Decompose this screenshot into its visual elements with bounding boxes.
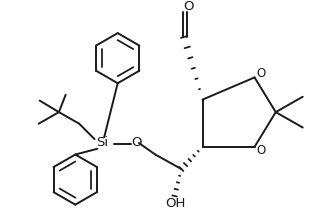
Text: O: O [257,67,266,80]
Text: OH: OH [165,197,186,210]
Text: O: O [183,0,193,13]
Text: O: O [131,137,141,149]
Text: Si: Si [96,137,108,149]
Text: O: O [257,144,266,157]
